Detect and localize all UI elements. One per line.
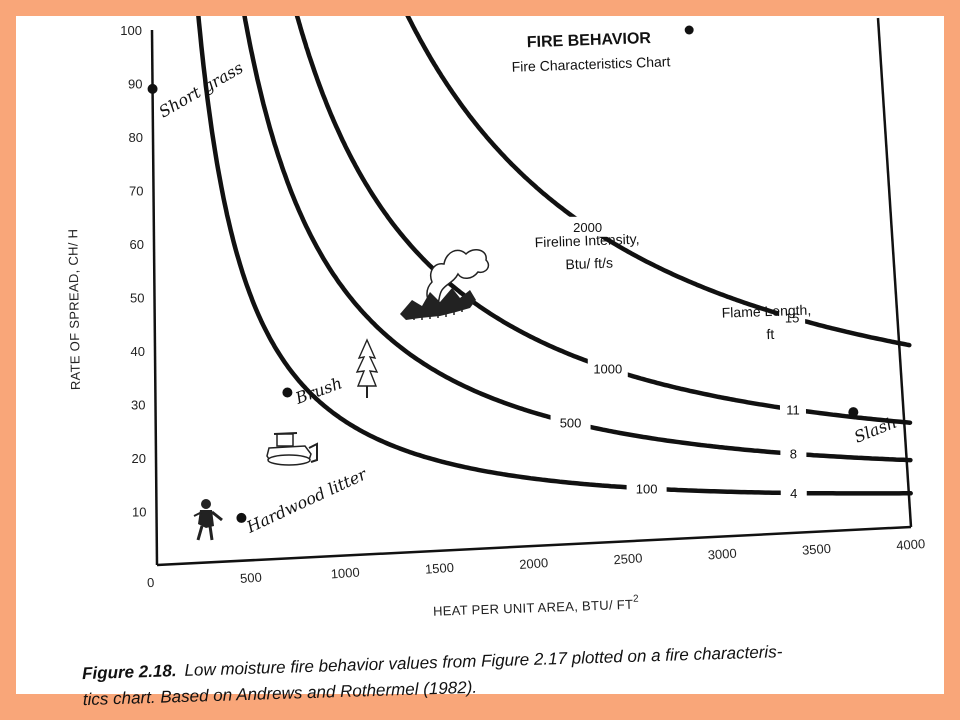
isoline-labels: 100 4 500 8 1000 11 2000 15	[550, 216, 807, 504]
x-tick-label: 1000	[330, 565, 360, 582]
x-tick-label: 1500	[424, 560, 454, 577]
fuel-point	[684, 25, 694, 35]
isoline-curves	[196, 16, 913, 496]
caption-figure-label: Figure 2.18.	[82, 661, 177, 683]
y-tick-labels: 10 20 30 40 50 60 70 80 90 100	[120, 23, 146, 520]
y-tick-label: 10	[132, 505, 146, 520]
y-tick-label: 70	[129, 184, 143, 199]
x-tick-label: 3500	[801, 541, 831, 558]
chart-title-group: FIRE BEHAVIOR Fire Characteristics Chart	[511, 30, 670, 75]
y-tick-label: 90	[128, 77, 142, 92]
fireline-intensity-label-line1: Fireline Intensity,	[534, 231, 639, 251]
x-tick-label: 4000	[896, 536, 926, 553]
top-right-border-line	[876, 17, 913, 528]
fireline-intensity-value: 1000	[593, 361, 622, 376]
curve-label-bg	[779, 307, 806, 328]
chart-subtitle: Fire Characteristics Chart	[511, 53, 670, 75]
caption-line-2: tics chart. Based on Andrews and Rotherm…	[83, 678, 478, 709]
fuel-point	[147, 83, 158, 94]
flame-length-value: 11	[786, 402, 800, 417]
fuel-type-points	[147, 25, 859, 523]
y-tick-label: 100	[120, 23, 142, 38]
y-tick-label: 60	[130, 237, 144, 252]
fireline-intensity-label-line2: Btu/ ft/s	[565, 255, 613, 273]
y-tick-label: 30	[131, 398, 145, 413]
y-tick-label: 20	[132, 451, 146, 466]
x-tick-label: 2000	[519, 555, 549, 572]
curve-label-bg	[587, 358, 628, 379]
bulldozer-icon	[266, 432, 318, 466]
x-tick-label: 3000	[707, 546, 737, 563]
flame-length-value: 4	[790, 486, 797, 501]
isoline-curve	[242, 16, 913, 463]
tree-icon	[355, 338, 379, 398]
flame-length-value: 8	[790, 447, 797, 462]
fireline-intensity-value: 2000	[573, 220, 602, 235]
x-tick-labels: 0 500 1000 1500 2000 2500 3000 3500 4000	[147, 536, 926, 590]
y-axis-line	[150, 29, 159, 566]
label-hardwood-litter: Hardwood litter	[243, 464, 371, 537]
label-short-grass: Short grass	[156, 58, 247, 121]
label-chaparral: Chaparral	[702, 0, 784, 36]
firefighter-icon	[193, 499, 223, 541]
figure-caption: Figure 2.18. Low moisture fire behavior v…	[82, 642, 783, 709]
x-tick-label: 0	[147, 575, 155, 590]
curve-label-bg	[626, 478, 667, 499]
x-tick-label: 2500	[613, 550, 643, 567]
fireline-intensity-annotation: Fireline Intensity, Btu/ ft/s	[534, 231, 639, 273]
curve-label-bg	[550, 412, 591, 433]
y-axis-title: RATE OF SPREAD, CH/ H	[65, 229, 83, 391]
flame-length-label-line2: ft	[766, 326, 774, 342]
fuel-point	[236, 512, 247, 523]
curve-label-bg	[780, 443, 807, 464]
chart-title: FIRE BEHAVIOR	[527, 30, 652, 51]
flame-length-label-line1: Flame Length,	[721, 302, 811, 321]
flame-length-value: 15	[785, 311, 799, 326]
curve-label-bg	[780, 483, 807, 504]
fireline-intensity-value: 100	[636, 481, 658, 496]
curve-label-bg	[567, 216, 608, 237]
fuel-point	[282, 387, 293, 398]
chart-axes	[150, 17, 913, 567]
fire-smoke-illustration	[400, 249, 490, 320]
y-tick-label: 80	[129, 130, 143, 145]
x-axis-line	[156, 525, 912, 567]
y-tick-label: 40	[131, 344, 145, 359]
x-axis-title: HEAT PER UNIT AREA, BTU/ FT2	[433, 594, 640, 619]
caption-line-1: Figure 2.18. Low moisture fire behavior v…	[82, 642, 783, 683]
fuel-point	[848, 407, 859, 418]
isoline-curve	[196, 16, 913, 496]
y-tick-label: 50	[130, 291, 144, 306]
flame-length-annotation: Flame Length, ft	[721, 302, 811, 343]
x-tick-label: 500	[240, 570, 263, 586]
isoline-curve	[405, 16, 912, 348]
curve-label-bg	[779, 399, 806, 420]
fireline-intensity-value: 500	[560, 416, 582, 431]
isoline-curve	[294, 16, 913, 425]
